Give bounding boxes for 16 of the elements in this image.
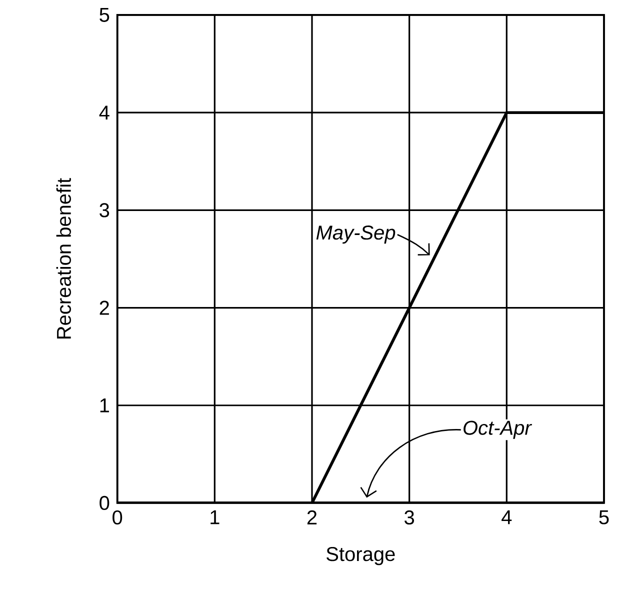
legend-label: May-Sep <box>316 226 396 244</box>
y-tick-label: 3 <box>100 203 110 218</box>
text: Oct-Apr <box>464 420 532 439</box>
y-tick-label: 0 <box>100 496 110 510</box>
x-tick-label: 3 <box>404 510 414 525</box>
y-tick-label: 2 <box>100 300 109 315</box>
x-tick-label: 4 <box>502 510 512 524</box>
y-tick-label: 1 <box>100 398 109 412</box>
x-axis-title: Storage <box>326 547 395 566</box>
x-tick-label: 0 <box>112 510 122 525</box>
y-tick-label: 4 <box>99 106 110 120</box>
x-tick-label: 1 <box>210 510 220 524</box>
x-tick-label: 2 <box>307 510 317 524</box>
y-tick-label: 5 <box>100 8 110 22</box>
x-tick-label: 5 <box>599 510 609 524</box>
y-axis-title: Recreation benefit <box>56 178 72 339</box>
